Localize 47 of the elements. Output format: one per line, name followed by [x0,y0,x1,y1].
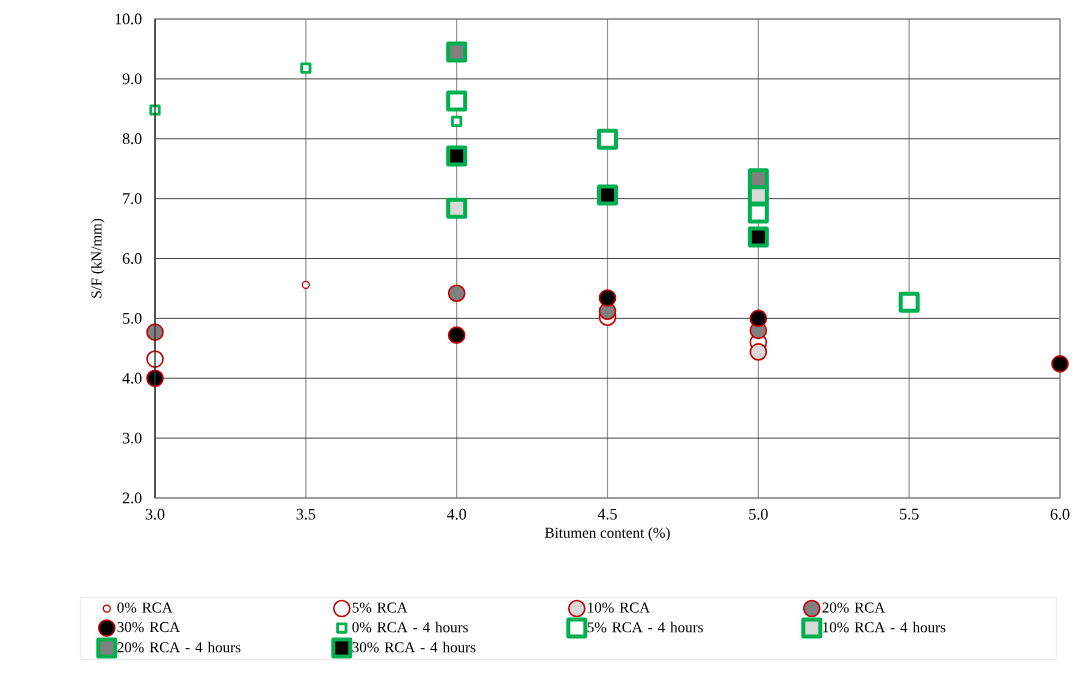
point [597,184,618,206]
y-tick-label: 6.0 [122,253,142,264]
point [749,343,768,361]
point [898,291,920,313]
y-tick-label: 2.0 [122,492,142,504]
legend-label: 20% RCA - 4 hours [117,641,241,653]
legend-label: 20% RCA [822,602,886,613]
y-tick-label: 7.0 [123,193,142,205]
y-tick-label: 9.0 [122,73,142,85]
point [300,62,312,74]
y-tick-label: 3.0 [122,432,142,444]
legend-label: 5% RCA [352,602,408,613]
legend-label: 10% RCA - 4 hours [823,621,946,633]
y-tick-label: 5.0 [123,312,142,324]
point [446,41,468,63]
legend-label: 30% RCA - 4 hours [352,641,476,653]
point [747,226,769,248]
x-tick-label: 6.0 [1050,508,1070,520]
point [446,145,468,167]
legend-label: 5% RCA - 4 hours [587,621,703,633]
y-tick-label: 4.0 [122,372,142,384]
legend-label: 0% RCA [117,602,173,613]
legend-label: 0% RCA - 4 hours [352,621,468,633]
point [598,289,617,307]
y-tick-label: 8.0 [122,133,142,145]
point [447,284,466,303]
y-axis-title: S/F (kN/mm) [91,218,105,298]
x-tick-label: 3.5 [296,508,316,520]
x-tick-label: 3.0 [145,508,165,520]
point [749,309,768,328]
point [747,168,769,190]
point [451,115,463,127]
point [1051,355,1069,373]
point [446,90,468,112]
x-tick-label: 5.0 [749,508,768,520]
x-tick-label: 4.5 [597,508,617,520]
y-tick-label: 10.0 [115,13,142,25]
legend-label: 10% RCA [588,602,651,613]
x-tick-label: 5.5 [900,508,919,520]
point [149,104,161,116]
x-axis-title: Bitumen content (%) [545,527,670,541]
x-tick-label: 4.0 [446,508,467,520]
legend-label: 30% RCA [117,622,181,633]
point [447,326,466,344]
point [446,197,468,219]
point [597,128,618,150]
point [301,280,310,289]
